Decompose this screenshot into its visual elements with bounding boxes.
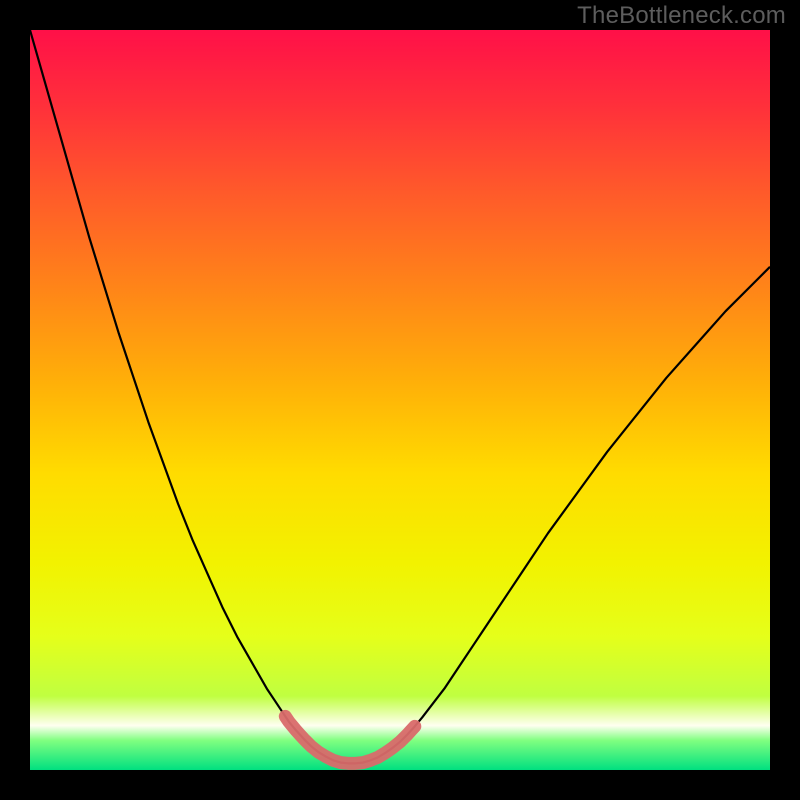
chart-svg [0, 0, 800, 800]
chart-stage: TheBottleneck.com [0, 0, 800, 800]
watermark-text: TheBottleneck.com [577, 2, 786, 30]
